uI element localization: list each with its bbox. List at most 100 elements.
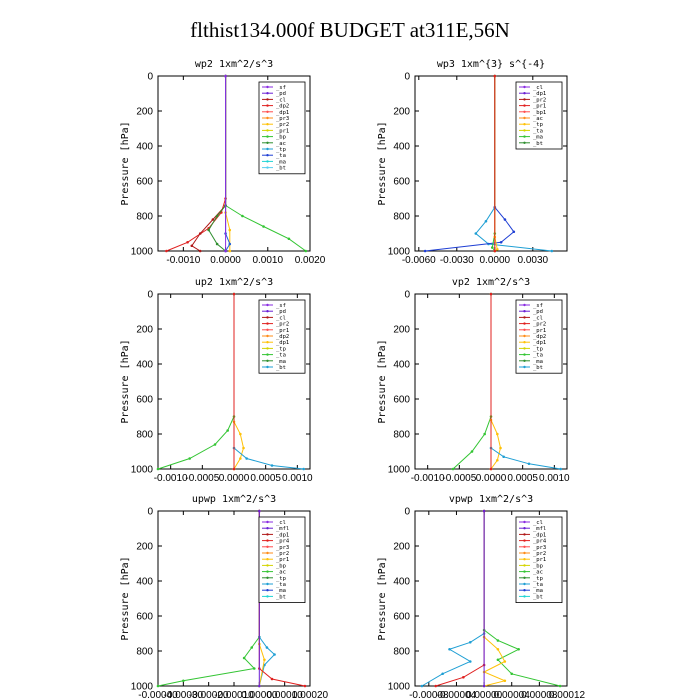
data-point [228,242,232,246]
data-point [304,249,308,253]
legend-marker [523,135,526,138]
series-line [157,511,260,687]
data-point [468,640,472,644]
legend-label: _pr1 [533,328,546,334]
data-point [263,658,266,662]
data-point [265,646,269,649]
legend-marker [266,154,269,157]
data-point [496,247,499,251]
y-axis-label: Pressure [hPa] [120,339,131,423]
data-point [262,225,265,228]
legend-label: _bt [276,594,286,600]
legend-label: _ma [533,588,543,594]
series-line [166,76,227,252]
series-line [157,294,235,470]
data-point [550,249,554,253]
legend-label: _ta [276,353,286,359]
series-line [233,294,245,470]
x-tick-label: -0.0060 [402,255,436,266]
legend-label: _dp2 [276,104,289,110]
data-point [198,249,202,253]
legend-label: _bt [533,141,543,147]
data-point [232,292,236,296]
x-tick-label: 0.00000 [241,690,278,700]
y-tick-label: 800 [393,647,410,658]
legend-marker [523,85,526,89]
y-tick-label: 400 [136,577,153,588]
data-point [499,240,503,244]
data-point [186,240,189,244]
legend-marker [523,322,526,325]
legend-label: _pd [276,309,286,315]
x-tick-label: -0.0010 [411,473,445,484]
data-point [239,432,242,436]
panel-vp2: vp2 1xm^2/s^3 Pressure [hPa] 0 200 400 600 800… [377,277,570,484]
legend-marker [523,533,526,536]
data-point [188,457,191,460]
legend-label: _mfl [276,526,289,532]
legend-label: _bt [276,166,286,172]
legend-label: _dp2 [533,334,546,340]
y-tick-label: 0 [147,72,153,83]
data-point [258,509,261,513]
panel-wp2: wp2 1xm^2/s^3 Pressure [hPa] 0 200 400 600 800… [120,59,326,266]
y-tick-label: 1000 [131,465,154,476]
y-tick-label: 600 [136,395,153,406]
legend-label: _cl [276,97,286,103]
legend-marker [523,527,526,530]
y-tick-label: 0 [147,507,153,518]
legend-marker [523,141,526,144]
legend-label: _bp [533,563,543,569]
data-point [502,455,505,459]
legend-marker [266,533,269,536]
legend-marker [266,166,269,169]
series-line [435,511,485,687]
y-tick-label: 0 [404,290,410,301]
data-point [198,232,202,235]
legend-marker [266,595,269,598]
legend-marker [266,539,269,542]
legend-marker [523,539,526,542]
legend-label: _cl [276,520,286,526]
y-tick-label: 400 [393,360,410,371]
legend-marker [266,576,269,579]
data-point [250,646,254,649]
panel-wp3: wp3 1xm^{3} s^{-4} Pressure [hPa] 0 200 400 6… [377,59,568,266]
data-point [207,228,210,232]
y-tick-label: 1000 [388,465,411,476]
y-axis-label: Pressure [hPa] [377,339,388,423]
legend-label: _ma [276,359,286,365]
data-point [423,249,427,253]
data-point [496,432,499,436]
legend-marker [266,545,269,548]
data-point [213,443,217,446]
legend-label: _pr2 [533,322,546,328]
x-tick-label: 0.0010 [282,473,313,484]
series-line [191,76,227,252]
legend-marker [266,160,269,163]
legend-marker [523,570,526,573]
legend-marker [266,520,269,524]
legend-marker [266,328,269,331]
legend-marker [523,334,526,338]
y-tick-label: 200 [136,325,153,336]
data-point [270,464,274,467]
y-tick-label: 600 [393,612,410,623]
legend-label: _dp1 [533,532,546,538]
legend-marker [266,359,269,362]
data-point [558,684,562,688]
legend-marker [523,558,526,561]
data-point [270,677,274,681]
legend-marker [523,365,526,369]
legend-label: _pr1 [276,557,289,563]
data-point [462,675,465,679]
data-point [224,249,227,253]
data-point [228,249,232,253]
x-tick-label: -0.0005 [185,473,219,484]
plot-frame [414,75,568,252]
legend-label: _pr2 [533,551,546,557]
y-tick-label: 200 [393,107,410,118]
legend-marker [266,110,269,113]
x-tick-label: 0.0000 [480,255,511,266]
data-point [224,74,227,78]
